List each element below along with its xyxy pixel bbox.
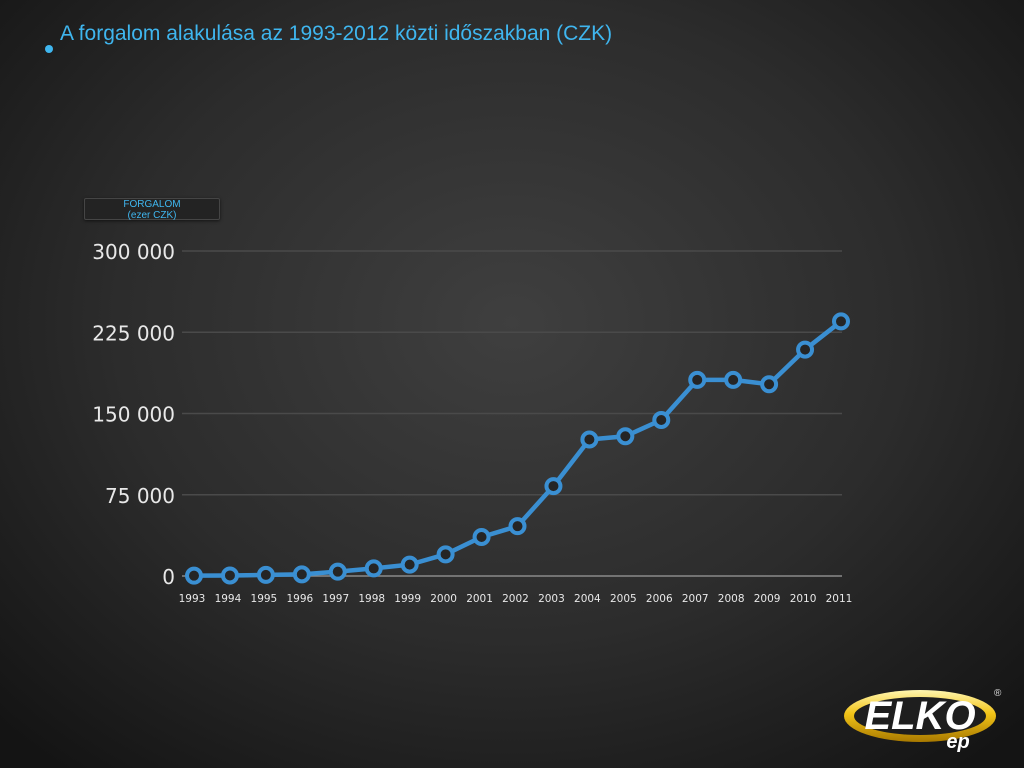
x-tick-label: 1998: [358, 593, 385, 605]
x-tick-label: 2008: [718, 593, 745, 605]
y-tick-label: 75 000: [105, 484, 175, 508]
logo-registered-mark: ®: [994, 688, 1002, 699]
x-tick-label: 2000: [430, 593, 457, 605]
elko-logo: ELKO ep ®: [844, 688, 1002, 753]
x-tick-label: 1997: [322, 593, 349, 605]
slide-title: A forgalom alakulása az 1993-2012 közti …: [60, 22, 613, 45]
data-point: [832, 312, 850, 331]
x-tick-label: 2006: [646, 593, 673, 605]
data-point: [472, 528, 491, 546]
series-line: [193, 319, 843, 578]
logo-text: ELKO: [864, 694, 975, 738]
data-point: [796, 340, 815, 359]
data-point: [688, 370, 707, 389]
data-point: [364, 559, 383, 578]
y-tick-label: 150 000: [92, 403, 175, 427]
data-point: [328, 562, 347, 581]
y-tick-label: 300 000: [92, 240, 175, 264]
title-bullet: [45, 45, 53, 53]
x-tick-label: 2009: [754, 593, 781, 605]
x-tick-label: 2005: [610, 593, 637, 605]
logo-inner: [854, 697, 986, 735]
logo-sub: ep: [946, 731, 969, 753]
data-point: [652, 411, 671, 429]
data-point: [760, 375, 779, 394]
data-point: [185, 566, 203, 585]
x-tick-label: 2004: [574, 593, 601, 605]
y-tick-label: 225 000: [92, 321, 175, 345]
x-tick-label: 2002: [502, 593, 529, 605]
chart-legend: FORGALOM (ezer CZK): [84, 198, 220, 221]
x-tick-label: 2010: [790, 593, 817, 605]
x-tick-label: 2011: [826, 593, 853, 605]
x-tick-label: 1995: [251, 593, 278, 605]
x-tick-label: 1993: [179, 593, 206, 605]
data-point: [400, 555, 419, 574]
x-tick-label: 1996: [286, 593, 313, 605]
x-tick-label: 1999: [394, 593, 421, 605]
data-point: [256, 565, 275, 584]
legend-unit: (ezer CZK): [127, 210, 177, 221]
data-point: [220, 566, 239, 585]
data-point: [436, 545, 455, 564]
data-point: [292, 565, 311, 584]
data-point: [544, 477, 563, 496]
x-tick-label: 2001: [466, 593, 493, 605]
y-tick-label: 0: [162, 565, 175, 589]
legend-title: FORGALOM: [123, 199, 181, 210]
data-point: [616, 427, 635, 446]
x-tick-label: 1994: [215, 593, 242, 605]
x-tick-label: 2007: [682, 593, 709, 605]
x-tick-label: 2003: [538, 593, 565, 605]
data-point: [724, 370, 743, 389]
data-point: [580, 430, 599, 449]
data-point: [508, 517, 527, 536]
